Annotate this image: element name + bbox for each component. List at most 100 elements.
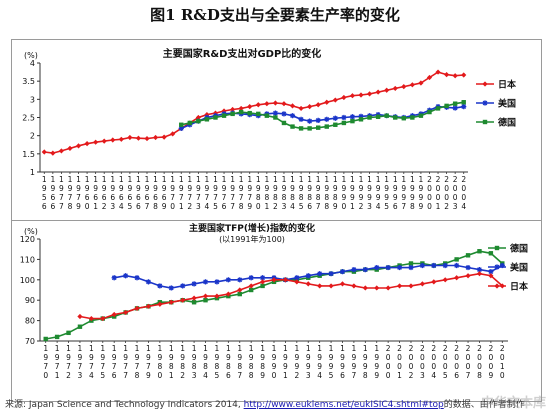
rd-data-point xyxy=(452,101,458,106)
tfp-data-point xyxy=(191,281,197,287)
rd-data-point xyxy=(255,102,261,108)
rd-data-point xyxy=(110,137,116,143)
tfp-data-point xyxy=(77,313,83,320)
tfp-data-point xyxy=(282,277,289,283)
tfp-data-point xyxy=(123,309,129,316)
tfp-chart-title: 主要国家TFP(增长)指数的变化 xyxy=(189,222,315,234)
rd-data-point xyxy=(307,126,312,131)
tfp-data-point xyxy=(214,293,220,299)
rd-chart-panel: 主要国家R&D支出对GDP比的变化 (%) 1 1.5 2 2.5 3 3.5 4 1 9 5 6 1 9 6… xyxy=(11,39,542,221)
tfp-data-point xyxy=(328,271,334,277)
tfp-data-point xyxy=(385,264,391,271)
tfp-data-point xyxy=(454,275,460,281)
rd-data-point xyxy=(452,105,458,111)
rd-y-tick-label: 2 xyxy=(30,132,35,141)
rd-data-point xyxy=(247,110,252,116)
tfp-data-point xyxy=(317,271,323,277)
rd-data-point xyxy=(187,120,192,126)
tfp-data-point xyxy=(419,281,425,287)
rd-data-point xyxy=(375,114,381,119)
rd-data-point xyxy=(281,120,287,126)
rd-chart-svg: 主要国家R&D支出对GDP比的变化(%)11.522.533.541 9 5 61 9 6… xyxy=(22,47,517,211)
rd-data-point xyxy=(409,82,415,88)
rd-data-point xyxy=(289,103,296,109)
tfp-legend-marker xyxy=(494,283,500,289)
rd-data-point xyxy=(315,117,321,124)
tfp-data-point xyxy=(248,275,254,281)
rd-data-point xyxy=(461,72,467,78)
rd-data-point xyxy=(358,92,364,98)
tfp-data-point xyxy=(259,275,266,281)
tfp-data-point xyxy=(351,283,357,289)
tfp-y-tick-label: 70 xyxy=(25,337,35,346)
rd-data-point xyxy=(256,111,261,117)
tfp-data-point xyxy=(191,295,197,301)
tfp-data-point xyxy=(339,269,346,275)
rd-data-point xyxy=(427,109,432,115)
source-link[interactable]: http://www.euklems.net/eukISIC4.shtml#to… xyxy=(243,400,444,410)
tfp-data-point xyxy=(488,269,494,275)
rd-data-point xyxy=(307,104,313,110)
tfp-data-point xyxy=(168,285,174,291)
rd-data-point xyxy=(401,116,406,121)
tfp-series-1 xyxy=(111,262,505,291)
watermark-logo: 中华文本库 xyxy=(480,396,546,411)
rd-data-point xyxy=(247,104,253,110)
tfp-data-point xyxy=(248,283,254,289)
rd-data-point xyxy=(238,105,244,112)
rd-data-point xyxy=(264,113,270,118)
rd-data-point xyxy=(392,85,398,92)
tfp-data-point xyxy=(419,262,425,269)
tfp-data-point xyxy=(374,285,380,291)
rd-legend-label: 德国 xyxy=(498,117,516,129)
tfp-data-point xyxy=(454,262,460,269)
tfp-data-point xyxy=(134,305,140,311)
rd-data-point xyxy=(179,122,184,127)
tfp-series-0 xyxy=(43,249,505,342)
tfp-data-point xyxy=(191,300,197,305)
tfp-data-point xyxy=(214,279,220,285)
rd-data-point xyxy=(358,117,364,122)
rd-y-axis-label: (%) xyxy=(24,51,38,60)
rd-series-line xyxy=(44,71,464,154)
tfp-data-point xyxy=(305,281,311,287)
tfp-data-point xyxy=(100,315,106,322)
rd-y-tick-label: 1.5 xyxy=(22,150,35,159)
rd-series-2 xyxy=(179,100,466,131)
tfp-data-point xyxy=(408,264,414,271)
tfp-data-point xyxy=(145,279,152,285)
